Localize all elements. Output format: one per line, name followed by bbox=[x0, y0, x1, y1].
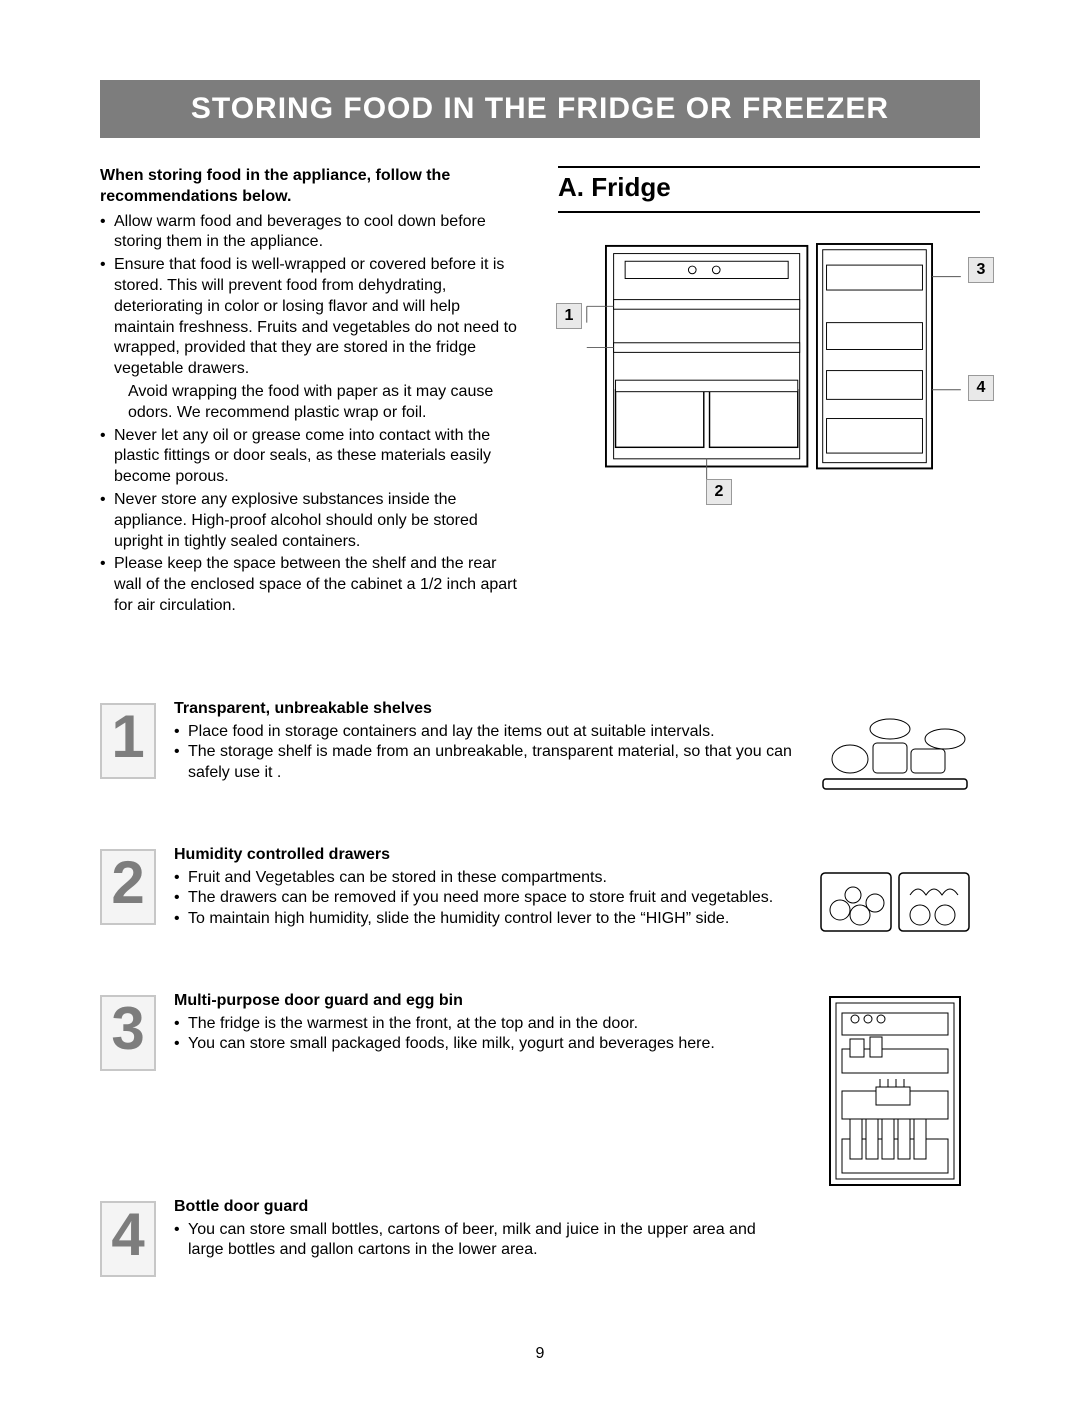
feature-title: Multi-purpose door guard and egg bin bbox=[174, 991, 792, 1012]
feature-number: 3 bbox=[100, 995, 156, 1071]
feature-title: Bottle door guard bbox=[174, 1197, 792, 1218]
callout-4: 4 bbox=[968, 375, 994, 401]
feature-point: Place food in storage containers and lay… bbox=[174, 722, 792, 743]
feature-illustration bbox=[810, 991, 980, 1191]
manual-page: STORING FOOD IN THE FRIDGE OR FREEZER Wh… bbox=[0, 0, 1080, 1403]
feature-title: Humidity controlled drawers bbox=[174, 845, 792, 866]
feature-illustration-spacer bbox=[810, 1197, 980, 1307]
feature-point: The storage shelf is made from an unbrea… bbox=[174, 742, 792, 784]
recommendation-text: Never let any oil or grease come into co… bbox=[114, 427, 491, 486]
feature-point: To maintain high humidity, slide the hum… bbox=[174, 909, 792, 930]
intro-heading: When storing food in the appliance, foll… bbox=[100, 166, 522, 208]
feature-row: 4 Bottle door guard You can store small … bbox=[100, 1197, 980, 1307]
feature-body: Humidity controlled drawers Fruit and Ve… bbox=[174, 845, 792, 930]
recommendation-item: Please keep the space between the shelf … bbox=[100, 554, 522, 616]
feature-body: Bottle door guard You can store small bo… bbox=[174, 1197, 792, 1261]
feature-illustration bbox=[810, 699, 980, 809]
callout-3: 3 bbox=[968, 257, 994, 283]
feature-title: Transparent, unbreakable shelves bbox=[174, 699, 792, 720]
feature-illustration bbox=[810, 845, 980, 955]
recommendation-text: Ensure that food is well-wrapped or cove… bbox=[114, 256, 517, 377]
section-a-header: A. Fridge bbox=[558, 166, 980, 213]
recommendation-item: Never let any oil or grease come into co… bbox=[100, 426, 522, 488]
feature-list: 1 Transparent, unbreakable shelves Place… bbox=[100, 699, 980, 1307]
feature-body: Multi-purpose door guard and egg bin The… bbox=[174, 991, 792, 1055]
fridge-diagram-svg bbox=[558, 231, 980, 491]
callout-1: 1 bbox=[556, 303, 582, 329]
shelf-icon bbox=[815, 709, 975, 799]
feature-row: 2 Humidity controlled drawers Fruit and … bbox=[100, 845, 980, 955]
page-title: STORING FOOD IN THE FRIDGE OR FREEZER bbox=[191, 92, 889, 125]
feature-point: You can store small packaged foods, like… bbox=[174, 1034, 792, 1055]
recommendation-text: Please keep the space between the shelf … bbox=[114, 555, 517, 614]
diagram-column: A. Fridge bbox=[558, 166, 980, 619]
feature-row: 3 Multi-purpose door guard and egg bin T… bbox=[100, 991, 980, 1191]
recommendation-text: Never store any explosive substances ins… bbox=[114, 491, 478, 550]
feature-point: You can store small bottles, cartons of … bbox=[174, 1220, 792, 1262]
recommendation-list: Allow warm food and beverages to cool do… bbox=[100, 212, 522, 617]
page-title-bar: STORING FOOD IN THE FRIDGE OR FREEZER bbox=[100, 80, 980, 138]
feature-point: The drawers can be removed if you need m… bbox=[174, 888, 792, 909]
recommendation-subnote: Avoid wrapping the food with paper as it… bbox=[114, 382, 522, 424]
drawers-icon bbox=[815, 855, 975, 945]
recommendation-item: Never store any explosive substances ins… bbox=[100, 490, 522, 552]
feature-point: Fruit and Vegetables can be stored in th… bbox=[174, 868, 792, 889]
feature-row: 1 Transparent, unbreakable shelves Place… bbox=[100, 699, 980, 809]
top-columns: When storing food in the appliance, foll… bbox=[100, 166, 980, 619]
intro-column: When storing food in the appliance, foll… bbox=[100, 166, 522, 619]
recommendation-text: Allow warm food and beverages to cool do… bbox=[114, 213, 486, 251]
feature-body: Transparent, unbreakable shelves Place f… bbox=[174, 699, 792, 784]
recommendation-item: Ensure that food is well-wrapped or cove… bbox=[100, 255, 522, 423]
callout-2: 2 bbox=[706, 479, 732, 505]
feature-number: 1 bbox=[100, 703, 156, 779]
door-guard-icon bbox=[820, 991, 970, 1191]
feature-number: 4 bbox=[100, 1201, 156, 1277]
recommendation-item: Allow warm food and beverages to cool do… bbox=[100, 212, 522, 254]
page-number: 9 bbox=[0, 1345, 1080, 1363]
feature-number: 2 bbox=[100, 849, 156, 925]
feature-point: The fridge is the warmest in the front, … bbox=[174, 1014, 792, 1035]
fridge-diagram: 1 2 3 4 bbox=[558, 231, 980, 521]
